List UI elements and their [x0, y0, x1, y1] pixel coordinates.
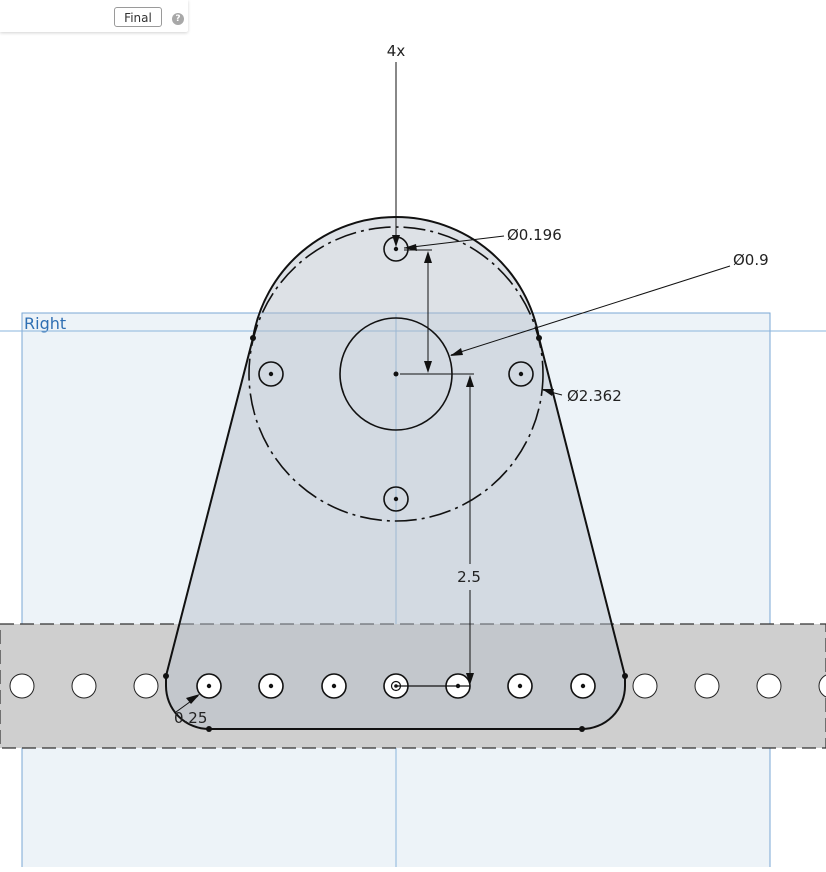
endpoint[interactable]: [206, 726, 212, 732]
center-hole-leader: [450, 265, 731, 356]
endpoint[interactable]: [163, 673, 169, 679]
mounting-hole-center[interactable]: [580, 683, 586, 689]
mounting-hole-center[interactable]: [517, 683, 523, 689]
pattern-hole-right-center[interactable]: [518, 371, 524, 377]
fillet-radius-label[interactable]: 0.25: [174, 709, 207, 727]
pattern-hole-bottom-center[interactable]: [393, 496, 399, 502]
pattern-radius-arrow-bottom: [424, 361, 432, 373]
small-hole-leader-arrow: [404, 244, 417, 251]
pattern-leader-arrow: [392, 235, 400, 247]
bar-hole[interactable]: [71, 673, 97, 699]
small-hole-leader: [403, 235, 505, 249]
pattern-count-label[interactable]: 4x: [387, 42, 406, 60]
bar-hole[interactable]: [632, 673, 658, 699]
bar-hole[interactable]: [694, 673, 720, 699]
bolt-circle-diameter-label[interactable]: Ø2.362: [567, 387, 622, 405]
bracket-profile[interactable]: [165, 216, 626, 730]
pattern-hole-right[interactable]: [508, 361, 534, 387]
bar-hole[interactable]: [818, 674, 826, 698]
bar-hole[interactable]: [756, 673, 782, 699]
center-hole-diameter-label[interactable]: Ø0.9: [733, 251, 769, 269]
mounting-holes: [196, 673, 596, 699]
final-button[interactable]: Final: [114, 7, 162, 27]
endpoint[interactable]: [536, 335, 542, 341]
center-point[interactable]: [393, 371, 399, 377]
height-dimension-label[interactable]: 2.5: [457, 568, 481, 586]
bar-hole[interactable]: [9, 673, 35, 699]
pattern-hole-top-center[interactable]: [393, 246, 399, 252]
bolt-circle-leader-arrow: [542, 389, 554, 396]
sketch-endpoints: [163, 335, 628, 732]
pattern-holes: [258, 236, 534, 512]
question-mark-icon[interactable]: ?: [172, 13, 184, 25]
fillet-leader-arrow: [186, 694, 200, 704]
endpoint[interactable]: [622, 673, 628, 679]
mounting-hole-center[interactable]: [206, 683, 212, 689]
pattern-hole-bottom[interactable]: [383, 486, 409, 512]
bar-holes: [9, 673, 826, 699]
right-plane-label: Right: [24, 314, 66, 333]
endpoint[interactable]: [579, 726, 585, 732]
pattern-radius-arrow-top: [424, 251, 432, 263]
small-hole-diameter-label[interactable]: Ø0.196: [507, 226, 562, 244]
pattern-hole-left[interactable]: [258, 361, 284, 387]
mounting-hole-center[interactable]: [331, 683, 337, 689]
center-hole-leader-arrow: [450, 348, 463, 356]
height-arrow-bottom: [466, 673, 474, 685]
endpoint[interactable]: [250, 335, 256, 341]
bar-hole[interactable]: [133, 673, 159, 699]
pattern-hole-left-center[interactable]: [268, 371, 274, 377]
mounting-hole-center[interactable]: [268, 683, 274, 689]
height-arrow-top: [466, 375, 474, 387]
sketch-toolbar: Final ?: [0, 0, 188, 32]
